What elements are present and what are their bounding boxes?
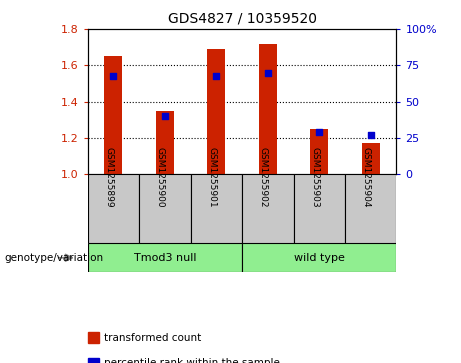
Point bbox=[110, 73, 117, 78]
Point bbox=[315, 129, 323, 135]
Bar bbox=[259, 44, 277, 174]
Text: GSM1255901: GSM1255901 bbox=[207, 147, 216, 208]
Text: GSM1255899: GSM1255899 bbox=[104, 147, 113, 208]
Bar bbox=[207, 49, 225, 174]
Text: wild type: wild type bbox=[294, 253, 345, 263]
Text: percentile rank within the sample: percentile rank within the sample bbox=[104, 358, 280, 363]
Text: genotype/variation: genotype/variation bbox=[5, 253, 104, 263]
Text: GSM1255900: GSM1255900 bbox=[156, 147, 165, 208]
Point bbox=[161, 113, 168, 119]
Bar bbox=[88, 243, 242, 272]
Bar bbox=[190, 174, 242, 243]
Point bbox=[367, 132, 374, 138]
Title: GDS4827 / 10359520: GDS4827 / 10359520 bbox=[167, 11, 317, 25]
Bar bbox=[139, 174, 190, 243]
Point bbox=[264, 70, 272, 76]
Bar bbox=[345, 174, 396, 243]
Text: GSM1255904: GSM1255904 bbox=[362, 147, 371, 208]
Bar bbox=[310, 129, 328, 174]
Text: transformed count: transformed count bbox=[104, 333, 201, 343]
Text: GSM1255903: GSM1255903 bbox=[310, 147, 319, 208]
Bar bbox=[242, 174, 294, 243]
Point bbox=[213, 73, 220, 78]
Bar bbox=[104, 56, 122, 174]
Bar bbox=[242, 243, 396, 272]
Text: Tmod3 null: Tmod3 null bbox=[134, 253, 196, 263]
Bar bbox=[294, 174, 345, 243]
Text: GSM1255902: GSM1255902 bbox=[259, 147, 268, 208]
Bar bbox=[362, 143, 380, 174]
Bar bbox=[156, 111, 174, 174]
Bar bbox=[88, 174, 139, 243]
